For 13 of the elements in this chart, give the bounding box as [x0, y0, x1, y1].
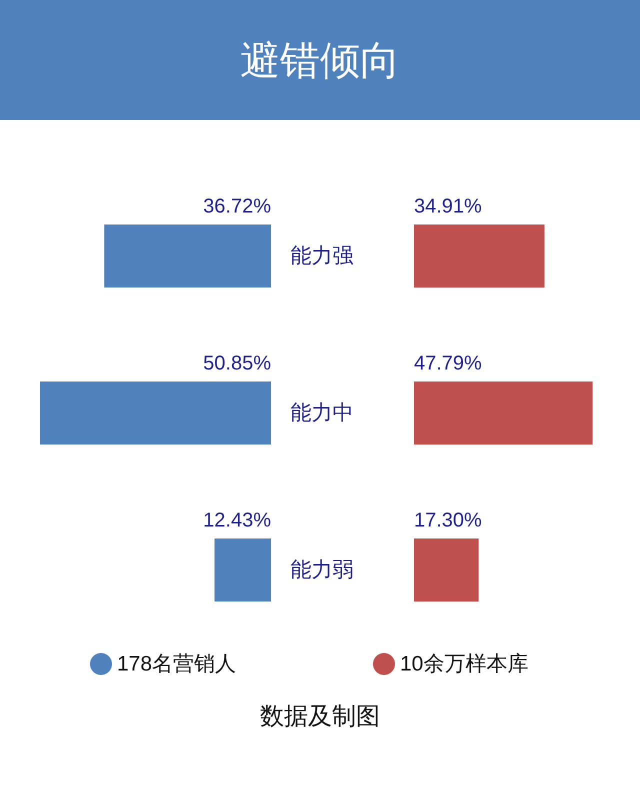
y-tick-label: 能力中	[290, 402, 354, 424]
y-tick-label: 能力强	[290, 244, 354, 268]
data-label: 34.91%	[414, 196, 482, 218]
data-label: 17.30%	[414, 510, 482, 532]
data-label: 12.43%	[203, 510, 272, 532]
data-label: 47.79%	[414, 352, 482, 374]
legend-label: 178名营销人	[117, 652, 236, 676]
y-tick-label: 能力弱	[290, 558, 354, 582]
text: 数据及制图	[259, 701, 381, 732]
legend-label: 10余万样本库	[400, 652, 528, 676]
chart-title: 避错倾向	[0, 0, 640, 120]
data-label: 36.72%	[203, 196, 272, 218]
data-label: 50.85%	[203, 352, 272, 374]
